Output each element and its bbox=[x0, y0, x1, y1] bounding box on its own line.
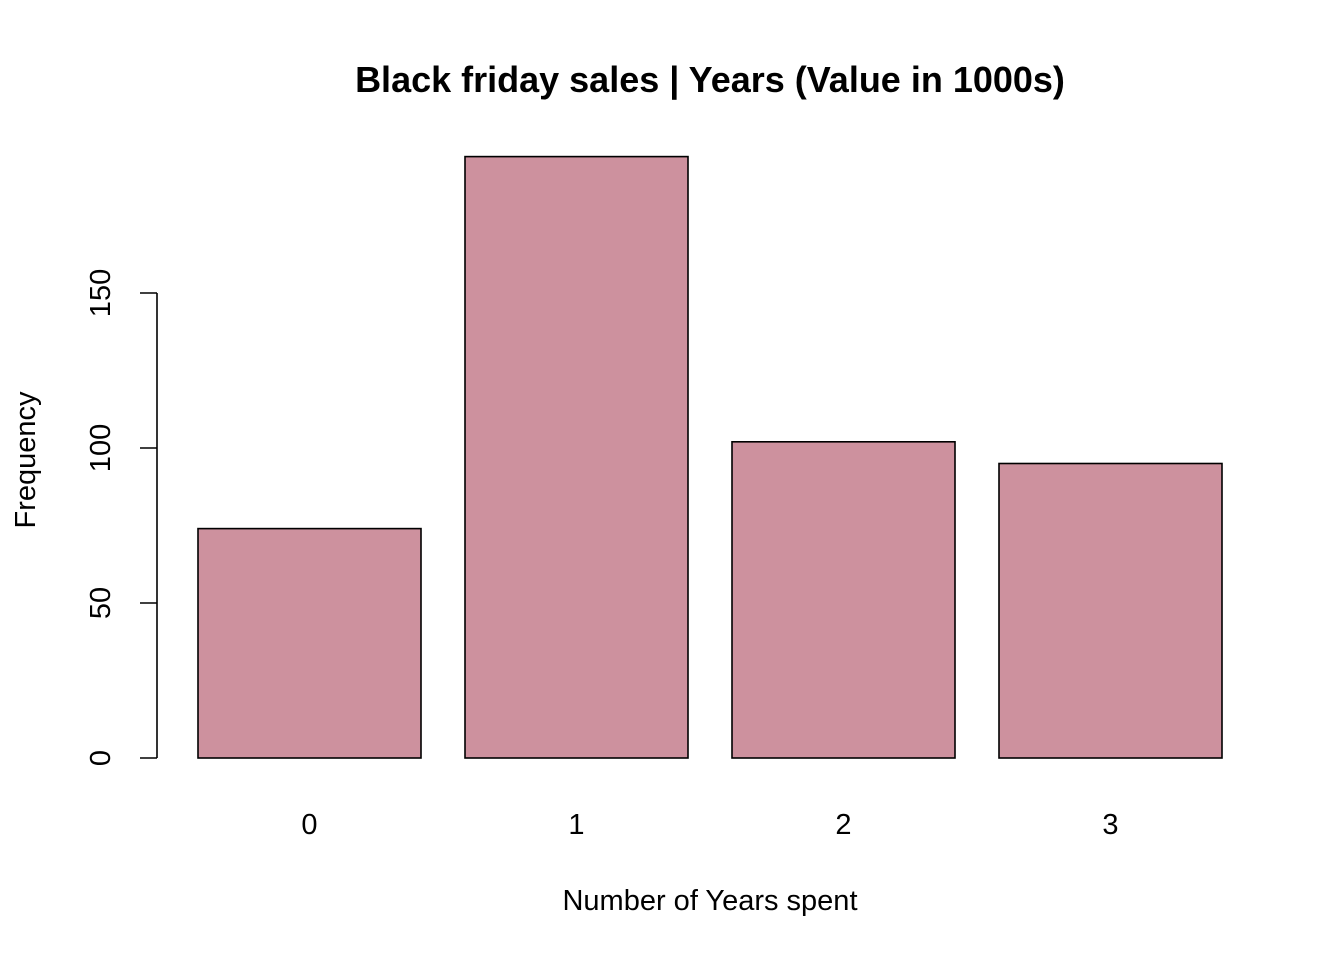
x-tick-label: 3 bbox=[1102, 809, 1118, 841]
bar-2 bbox=[731, 440, 956, 759]
y-axis-label: Frequency bbox=[10, 391, 42, 529]
y-axis: 0 50 100 150 bbox=[85, 269, 158, 766]
x-tick-labels: 0 1 2 3 bbox=[301, 809, 1118, 841]
y-tick-label: 100 bbox=[85, 424, 117, 472]
bar-3 bbox=[998, 462, 1223, 759]
chart-title: Black friday sales | Years (Value in 100… bbox=[355, 59, 1065, 101]
y-tick-label: 150 bbox=[85, 269, 117, 317]
x-axis-label: Number of Years spent bbox=[562, 885, 857, 917]
y-tick-label: 50 bbox=[85, 587, 117, 619]
bars-group bbox=[197, 155, 1223, 759]
bar-1 bbox=[464, 155, 689, 759]
x-tick-label: 1 bbox=[568, 809, 584, 841]
x-tick-label: 0 bbox=[301, 809, 317, 841]
x-tick-label: 2 bbox=[835, 809, 851, 841]
y-tick-label: 0 bbox=[85, 750, 117, 766]
bar-0 bbox=[197, 527, 422, 759]
